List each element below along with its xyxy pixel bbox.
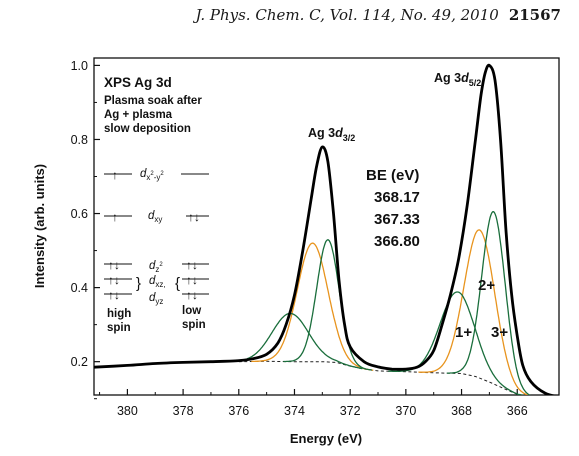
plot-frame	[93, 57, 560, 396]
up-down-arrow-icon: ↑↓	[108, 258, 120, 272]
orbital-label-dz2: dz2	[149, 260, 163, 274]
journal-citation: J. Phys. Chem. C, Vol. 114, No. 49, 2010	[195, 6, 499, 24]
component-orange-line	[418, 229, 530, 395]
x-tick-label: 372	[340, 404, 361, 418]
up-down-arrow-icon: ↑↓	[186, 273, 198, 287]
peak-label-3d32-italic: d	[335, 126, 343, 140]
orbital-1-y: y	[156, 173, 160, 182]
peak-label-3d52-sub: 5/2	[469, 78, 482, 88]
x-tick-label: 376	[228, 404, 249, 418]
brace-icon: }	[136, 275, 141, 292]
measured-spectrum-line	[94, 63, 557, 395]
component-green-line	[388, 291, 525, 395]
orbital-2-xy: xy	[154, 215, 162, 224]
page-header: J. Phys. Chem. C, Vol. 114, No. 49, 2010…	[0, 6, 562, 24]
x-tick-label: 370	[395, 404, 416, 418]
orbital-4-comma: ,	[163, 280, 165, 289]
subtitle-line-1: Plasma soak after	[104, 95, 202, 107]
component-orange-line	[251, 242, 374, 371]
x-tick-label: 368	[451, 404, 472, 418]
orbital-5-yz: yz	[155, 297, 163, 306]
brace-icon: {	[175, 275, 180, 292]
orbital-label-dxz: dxz,	[149, 275, 166, 289]
up-down-arrow-icon: ↑↓	[108, 273, 120, 287]
peak-label-3d52: Ag 3d5/2	[434, 71, 481, 88]
low-spin-label-1: low	[182, 305, 201, 317]
orbital-1-dash: -	[154, 173, 157, 182]
peak-label-3d52-italic: d	[461, 71, 469, 85]
y-tick-label: 0.2	[71, 355, 88, 369]
chart-title: XPS Ag 3d	[104, 75, 172, 90]
up-down-arrow-icon: ↑↓	[186, 288, 198, 302]
peak-label-3d32-main: Ag 3	[308, 126, 335, 140]
x-tick-label: 374	[284, 404, 305, 418]
orbital-4-xz: xz	[155, 280, 163, 289]
peak-label-3d52-main: Ag 3	[434, 71, 461, 85]
y-tick-label: 1.0	[71, 59, 88, 73]
y-tick-label: 0.4	[71, 281, 88, 295]
orbital-1-x2: 2	[150, 171, 154, 177]
page-number: 21567	[508, 6, 561, 24]
orbital-3-z: z	[155, 265, 159, 274]
orbital-1-d: d	[140, 168, 147, 180]
high-spin-label-2: spin	[107, 322, 131, 334]
be-value-1: 368.17	[374, 189, 420, 206]
x-tick-label: 378	[173, 404, 194, 418]
y-axis-label: Intensity (arb. units)	[32, 164, 47, 288]
orbital-1-x: x	[146, 173, 150, 182]
orbital-5-d: d	[149, 292, 156, 304]
oxidation-label-1plus: 1+	[455, 324, 472, 341]
up-arrow-icon: ↑	[112, 168, 118, 182]
up-down-arrow-icon: ↑↓	[108, 288, 120, 302]
x-axis: 380 378 376 374 372 370 368 366	[99, 389, 546, 418]
orbital-2-d: d	[148, 210, 155, 222]
oxidation-label-3plus: 3+	[491, 324, 508, 341]
orbital-diagram: ↑ dx2-y2 ↑ dxy ↑↓ ↑↓ ↑↓ ↑↓ } dz2 dxz, dy…	[104, 168, 209, 334]
up-down-arrow-icon: ↑↓	[188, 210, 200, 224]
title-text: XPS Ag 3d	[104, 75, 172, 90]
peak-label-3d32: Ag 3d3/2	[308, 126, 355, 143]
orbital-label-dxy: dxy	[148, 210, 162, 224]
up-down-arrow-icon: ↑↓	[186, 258, 198, 272]
x-axis-label: Energy (eV)	[290, 431, 362, 446]
y-axis: 0.2 0.4 0.6 0.8 1.0	[71, 59, 100, 400]
peak-label-3d32-sub: 3/2	[343, 133, 356, 143]
orbital-label-dx2y2: dx2-y2	[140, 168, 164, 182]
subtitle-line-2: Ag + plasma	[104, 109, 173, 121]
orbital-4-d: d	[149, 275, 156, 287]
plot-area	[94, 63, 557, 395]
component-green-line	[283, 239, 373, 371]
y-tick-label: 0.6	[71, 207, 88, 221]
orbital-3-d: d	[149, 260, 156, 272]
orbital-1-y2: 2	[160, 171, 164, 177]
be-title: BE (eV)	[366, 167, 419, 184]
x-tick-label: 366	[507, 404, 528, 418]
up-arrow-icon: ↑	[112, 210, 118, 224]
orbital-label-dyz: dyz	[149, 292, 163, 306]
orbital-3-2: 2	[159, 262, 163, 268]
be-value-3: 366.80	[374, 233, 420, 250]
oxidation-label-2plus: 2+	[478, 277, 495, 294]
y-tick-label: 0.8	[71, 133, 88, 147]
x-tick-label: 380	[117, 404, 138, 418]
high-spin-label-1: high	[107, 308, 131, 320]
be-value-2: 367.33	[374, 211, 420, 228]
low-spin-label-2: spin	[182, 319, 206, 331]
background-line	[238, 360, 524, 395]
subtitle-line-3: slow deposition	[104, 123, 191, 135]
component-green-line	[446, 211, 531, 395]
